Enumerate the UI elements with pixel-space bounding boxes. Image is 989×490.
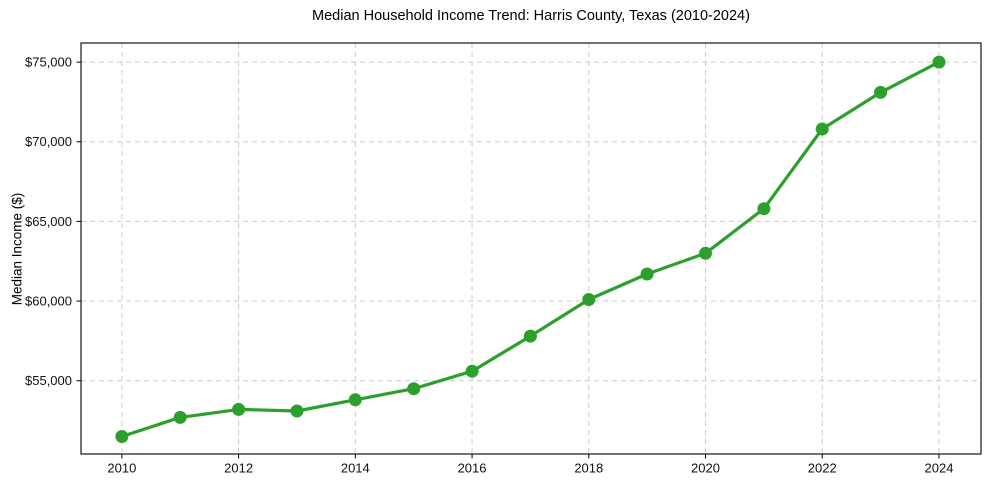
data-point-marker bbox=[640, 267, 654, 281]
data-point-marker bbox=[173, 410, 187, 424]
x-tick-label: 2020 bbox=[691, 461, 720, 476]
y-tick-label: $65,000 bbox=[25, 214, 72, 229]
y-tick-label: $55,000 bbox=[25, 373, 72, 388]
data-point-marker bbox=[815, 122, 829, 136]
data-point-marker bbox=[348, 393, 362, 407]
x-tick-label: 2022 bbox=[808, 461, 837, 476]
data-point-marker bbox=[407, 382, 421, 396]
data-point-marker bbox=[932, 55, 946, 69]
x-tick-label: 2010 bbox=[107, 461, 136, 476]
y-tick-label: $70,000 bbox=[25, 134, 72, 149]
x-tick-label: 2016 bbox=[458, 461, 487, 476]
plot-border bbox=[80, 42, 982, 455]
x-tick-label: 2012 bbox=[224, 461, 253, 476]
data-point-marker bbox=[874, 85, 888, 99]
x-tick-label: 2014 bbox=[341, 461, 370, 476]
data-point-marker bbox=[115, 430, 129, 443]
data-point-marker bbox=[582, 293, 596, 306]
data-point-marker bbox=[699, 246, 712, 260]
data-point-marker bbox=[465, 364, 479, 378]
y-tick-label: $60,000 bbox=[25, 293, 72, 308]
y-tick-label: $75,000 bbox=[25, 55, 72, 70]
data-point-marker bbox=[523, 329, 537, 343]
x-tick-label: 2018 bbox=[574, 461, 603, 476]
data-point-marker bbox=[290, 404, 304, 418]
x-tick-label: 2024 bbox=[925, 461, 954, 476]
data-point-marker bbox=[757, 202, 771, 216]
data-point-marker bbox=[232, 402, 246, 416]
chart-title: Median Household Income Trend: Harris Co… bbox=[312, 8, 750, 24]
